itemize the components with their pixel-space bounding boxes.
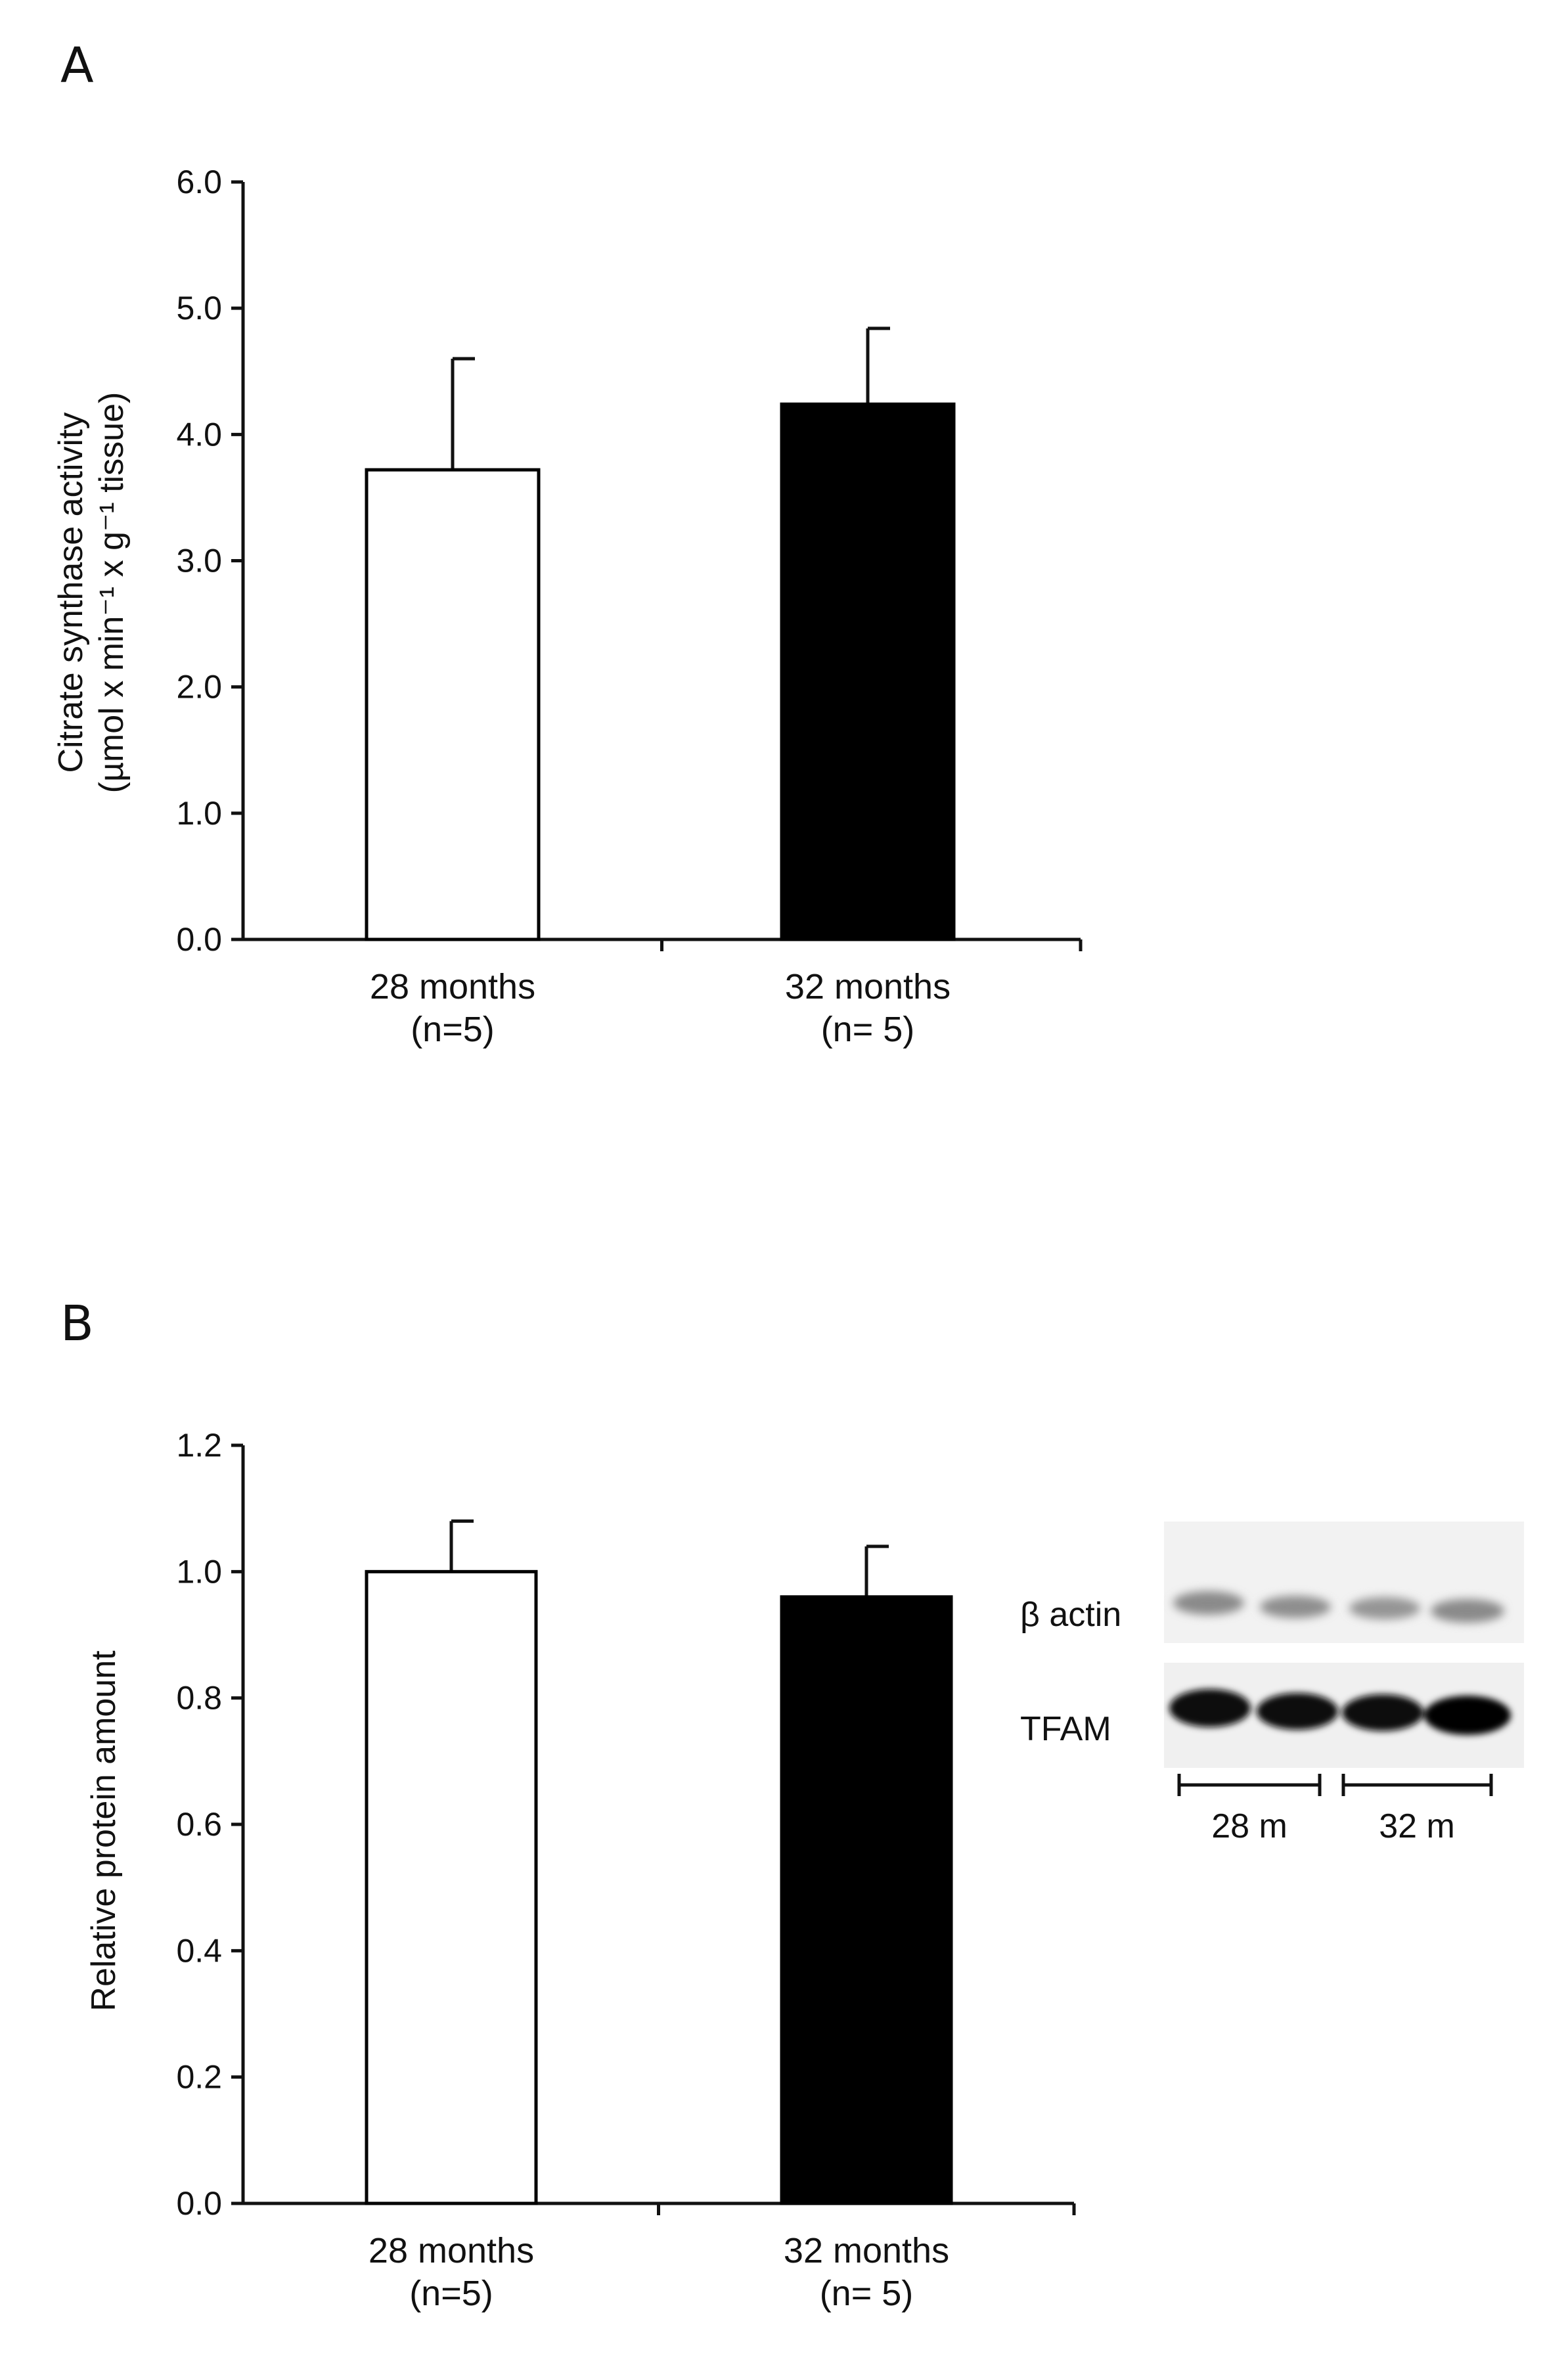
x-category-note-b-1: (n= 5) — [820, 2274, 914, 2313]
band-beta-actin-4 — [1431, 1599, 1504, 1623]
panel-b: B Relative protein amount 0.00.20.40.60.… — [60, 1296, 1076, 2313]
x-category-note-a-0: (n=5) — [411, 1010, 495, 1049]
band-beta-actin-1 — [1173, 1591, 1244, 1615]
x-category-label-b-1: 32 months — [784, 2231, 949, 2270]
bracket-32m — [1341, 1774, 1493, 1796]
panel-letter-a: A — [60, 37, 94, 94]
blot-strip-beta-actin — [1164, 1522, 1524, 1643]
beta-actin-bands — [1173, 1591, 1504, 1623]
y-tick-label-a-5: 5.0 — [176, 290, 222, 327]
blot-group-brackets — [1177, 1774, 1493, 1796]
bar-a-0 — [365, 468, 541, 941]
y-tick-label-a-4: 4.0 — [176, 416, 222, 453]
y-tick-label-b-0: 0.0 — [176, 2185, 222, 2222]
y-tick-label-a-1: 1.0 — [176, 795, 222, 832]
x-category-label-a-1: 32 months — [785, 967, 951, 1006]
y-tick-label-a-6: 6.0 — [176, 164, 222, 200]
y-tick-label-b-4: 0.8 — [176, 1680, 222, 1717]
bar-a-1 — [780, 402, 956, 941]
blot-group-label-32m: 32 m — [1379, 1807, 1455, 1845]
plot-area-a: 0.0 1.0 2.0 3.0 4.0 5.0 6.0 28 months (n=5) 32 mo… — [176, 164, 1083, 1049]
x-category-note-a-1: (n= 5) — [821, 1010, 915, 1049]
x-category-label-b-0: 28 months — [369, 2231, 534, 2270]
blot-row-label-tfam: TFAM — [1020, 1710, 1111, 1748]
bar-b-1 — [780, 1595, 953, 2205]
y-tick-label-a-2: 2.0 — [176, 669, 222, 706]
band-tfam-4 — [1424, 1696, 1511, 1735]
y-axis-title-a: Citrate synthase activity (µmol x min⁻¹ … — [52, 392, 131, 794]
y-axis-title-b: Relative protein amount — [85, 1650, 123, 2012]
y-tick-label-b-6: 1.2 — [176, 1427, 222, 1464]
y-tick-label-a-3: 3.0 — [176, 543, 222, 579]
bar-b-0 — [365, 1569, 538, 2205]
x-category-note-b-0: (n=5) — [409, 2274, 493, 2313]
panel-letter-b: B — [60, 1296, 94, 1352]
band-beta-actin-3 — [1349, 1597, 1420, 1619]
blot-group-label-28m: 28 m — [1211, 1807, 1288, 1845]
blot-row-label-beta-actin: β actin — [1020, 1596, 1121, 1634]
y-tick-label-b-1: 0.2 — [176, 2059, 222, 2096]
y-tick-label-a-0: 0.0 — [176, 921, 222, 958]
band-beta-actin-2 — [1260, 1596, 1331, 1618]
band-tfam-3 — [1342, 1694, 1423, 1731]
bracket-28m — [1177, 1774, 1322, 1796]
y-axis-label-a-line2: (µmol x min⁻¹ x g⁻¹ tissue) — [93, 392, 131, 794]
tfam-bands — [1169, 1689, 1511, 1735]
band-tfam-2 — [1257, 1693, 1338, 1730]
x-category-label-a-0: 28 months — [370, 967, 535, 1006]
y-axis-label-a-line1: Citrate synthase activity — [52, 412, 90, 773]
western-blot: β actin TFAM 28 m 32 m — [1020, 1522, 1524, 1845]
y-tick-label-b-5: 1.0 — [176, 1553, 222, 1590]
panel-a: A Citrate synthase activity (µmol x min⁻… — [52, 37, 1083, 1049]
plot-area-b: 0.0 0.2 0.4 0.6 0.8 1.0 1.2 28 months (n=5) 32 mo… — [176, 1427, 1076, 2313]
band-tfam-1 — [1169, 1689, 1251, 1727]
y-axis-label-b: Relative protein amount — [85, 1650, 123, 2012]
y-tick-label-b-3: 0.6 — [176, 1806, 222, 1843]
y-tick-label-b-2: 0.4 — [176, 1932, 222, 1969]
